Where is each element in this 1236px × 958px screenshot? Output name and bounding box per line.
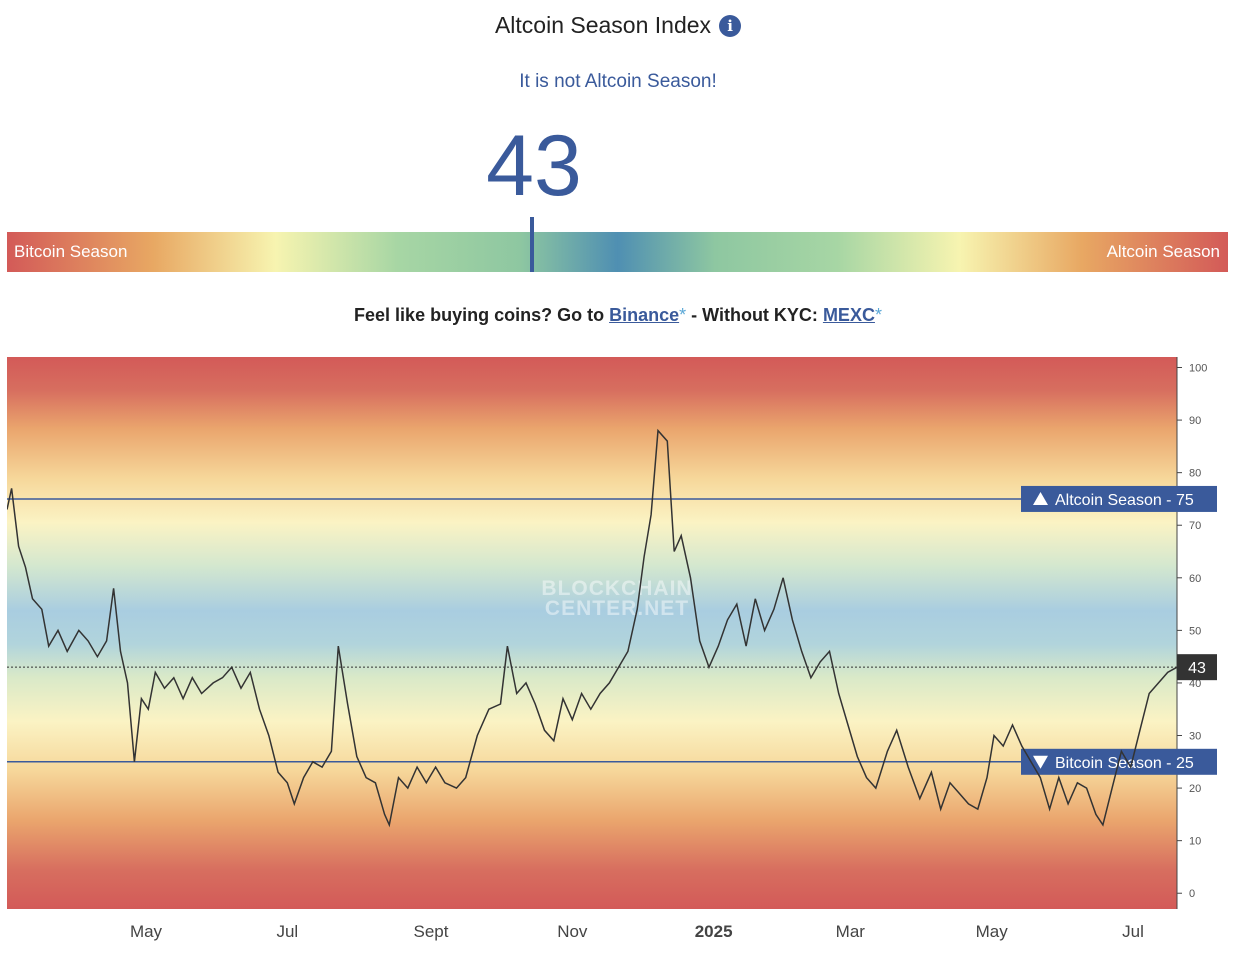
binance-star: * (679, 305, 687, 325)
page-title: Altcoin Season Index i (0, 12, 1236, 39)
gauge-label-altcoin: Altcoin Season (1106, 242, 1220, 261)
y-tick-label: 30 (1189, 731, 1201, 743)
x-tick-label: Sept (413, 922, 448, 941)
current-value-box (1177, 654, 1217, 681)
x-tick-label: Jul (1122, 922, 1144, 941)
reference-lines: Altcoin Season - 75 Bitcoin Season - 25 (7, 485, 1217, 775)
y-tick-label: 10 (1189, 836, 1201, 848)
y-tick-label: 40 (1189, 678, 1201, 690)
y-tick-label: 0 (1189, 888, 1195, 900)
x-tick-label: Jul (276, 922, 298, 941)
x-tick-label: May (130, 922, 163, 941)
x-tick-label: Nov (557, 922, 588, 941)
x-tick-label: May (976, 922, 1009, 941)
x-axis-ticks: May Jul Sept Nov 2025 Mar May Jul (130, 922, 1144, 941)
chart-background (7, 357, 1177, 909)
y-tick-label: 60 (1189, 573, 1201, 585)
series-line (6, 428, 1178, 828)
season-status: It is not Altcoin Season! (519, 71, 717, 92)
y-tick-label: 100 (1189, 363, 1207, 375)
x-tick-label: 2025 (695, 922, 733, 941)
binance-link[interactable]: Binance (609, 305, 680, 325)
index-value: 43 (486, 118, 582, 214)
y-tick-label: 70 (1189, 520, 1201, 532)
reference-label: Bitcoin Season - 25 (1055, 755, 1194, 772)
title-text: Altcoin Season Index (494, 12, 712, 38)
y-axis-ticks: 0 10 20 30 40 50 60 70 80 90 100 (1177, 363, 1207, 900)
triangle-down-icon (1033, 755, 1048, 769)
gauge-label-bitcoin: Bitcoin Season (14, 242, 128, 261)
x-tick-label: Mar (836, 922, 866, 941)
season-gauge: Bitcoin Season Altcoin Season (7, 232, 1228, 272)
reference-label: Altcoin Season - 75 (1055, 492, 1194, 509)
mexc-link[interactable]: MEXC (822, 305, 875, 325)
y-axis-panel (1177, 357, 1227, 909)
watermark-text: BLOCKCHAIN (541, 577, 692, 600)
mexc-star: * (874, 305, 882, 325)
promo-line: Feel like buying coins? Go to Binance* -… (0, 305, 1236, 326)
promo-middle: - Without KYC: (686, 305, 823, 325)
info-icon[interactable]: i (719, 14, 742, 37)
watermark-text: CENTER.NET (545, 597, 689, 620)
triangle-up-icon (1033, 491, 1048, 505)
reference-label-box (1021, 485, 1217, 512)
y-tick-label: 90 (1189, 415, 1201, 427)
season-chart[interactable]: BLOCKCHAIN CENTER.NET 0 10 20 30 40 50 60 70 80 90… (6, 357, 1227, 957)
current-value-label: 43 (1188, 660, 1206, 677)
current-value-marker: 43 (7, 654, 1217, 681)
y-tick-label: 50 (1189, 625, 1201, 637)
gauge-marker (530, 217, 535, 272)
promo-prefix: Feel like buying coins? Go to (354, 305, 610, 325)
y-tick-label: 20 (1189, 783, 1201, 795)
y-tick-label: 80 (1189, 468, 1201, 480)
